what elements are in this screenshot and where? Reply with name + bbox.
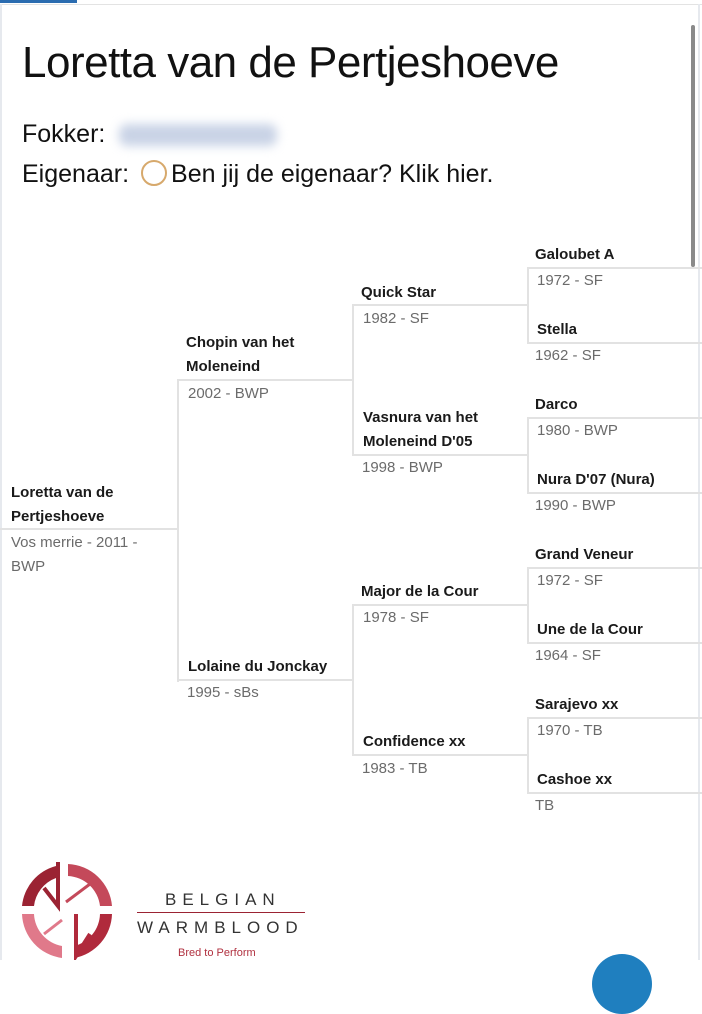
ss-name[interactable]: Quick Star [361,284,437,301]
ds-detail: 1978 - SF [363,609,429,626]
dss-name[interactable]: Grand Veneur [535,546,634,563]
connector [527,792,702,794]
horse-name: Loretta van de [11,484,114,501]
ddd-detail: TB [535,797,555,814]
connector [177,379,179,682]
dss-detail: 1972 - SF [537,572,603,589]
logo-divider [137,912,305,913]
dam-detail: 1995 - sBs [187,684,259,701]
sds-detail: 1980 - BWP [537,422,618,439]
connector [0,528,178,530]
connector [527,717,702,719]
breeder-label: Fokker: [22,120,106,148]
dam-name[interactable]: Lolaine du Jonckay [188,658,328,675]
sss-name[interactable]: Galoubet A [535,246,615,263]
ssd-name[interactable]: Stella [537,321,578,338]
sire-name[interactable]: Chopin van het [186,334,295,351]
connector [527,492,702,494]
connector [177,379,353,381]
sd-name[interactable]: Vasnura van het [363,409,479,426]
sdd-detail: 1990 - BWP [535,497,616,514]
breeder-name-blurred [119,124,278,147]
dsd-name[interactable]: Une de la Cour [537,621,643,638]
logo-tagline: Bred to Perform [178,947,256,959]
sd-name[interactable]: Moleneind D'05 [363,433,473,450]
claim-owner-link[interactable]: Ben jij de eigenaar? Klik hier. [171,160,494,188]
connector [527,717,529,794]
sd-detail: 1998 - BWP [362,459,443,476]
connector [352,304,354,456]
chat-button[interactable] [592,954,652,1014]
sss-detail: 1972 - SF [537,272,603,289]
dd-name[interactable]: Confidence xx [363,733,466,750]
breeder-row: Fokker: [22,120,278,149]
owner-row: Eigenaar: Ben jij de eigenaar? Klik hier. [22,160,493,189]
connector [352,304,528,306]
dsd-detail: 1964 - SF [535,647,601,664]
horse-detail: BWP [11,558,46,575]
logo-text-warmblood: WARMBLOOD [137,918,304,937]
dds-detail: 1970 - TB [537,722,603,739]
belgian-warmblood-logo-icon [22,862,112,960]
connector [527,267,529,344]
connector [527,567,529,644]
connector [352,604,528,606]
ds-name[interactable]: Major de la Cour [361,583,479,600]
connector [352,754,528,756]
active-tab-indicator[interactable] [0,0,77,3]
page-title: Loretta van de Pertjeshoeve [22,38,559,87]
sire-detail: 2002 - BWP [188,385,269,402]
connector [352,454,528,456]
connector [527,342,702,344]
top-bar [0,0,702,5]
dds-name[interactable]: Sarajevo xx [535,696,619,713]
sire-name[interactable]: Moleneind [186,358,261,375]
horse-detail: Vos merrie - 2011 - [11,534,138,551]
sds-name[interactable]: Darco [535,396,578,413]
connector [527,417,529,494]
ddd-name[interactable]: Cashoe xx [537,771,613,788]
horse-name: Pertjeshoeve [11,508,105,525]
page-frame [0,4,700,960]
logo-text-belgian: BELGIAN [165,890,281,909]
connector [527,642,702,644]
dd-detail: 1983 - TB [362,760,428,777]
connector [527,417,702,419]
connector [527,267,702,269]
sdd-name[interactable]: Nura D'07 (Nura) [537,471,655,488]
connector [177,679,353,681]
scrollbar[interactable] [691,25,695,267]
connector [352,604,354,756]
owner-circle-icon [141,160,168,186]
owner-label: Eigenaar: [22,160,130,188]
ss-detail: 1982 - SF [363,310,429,327]
connector [527,567,702,569]
ssd-detail: 1962 - SF [535,347,601,364]
